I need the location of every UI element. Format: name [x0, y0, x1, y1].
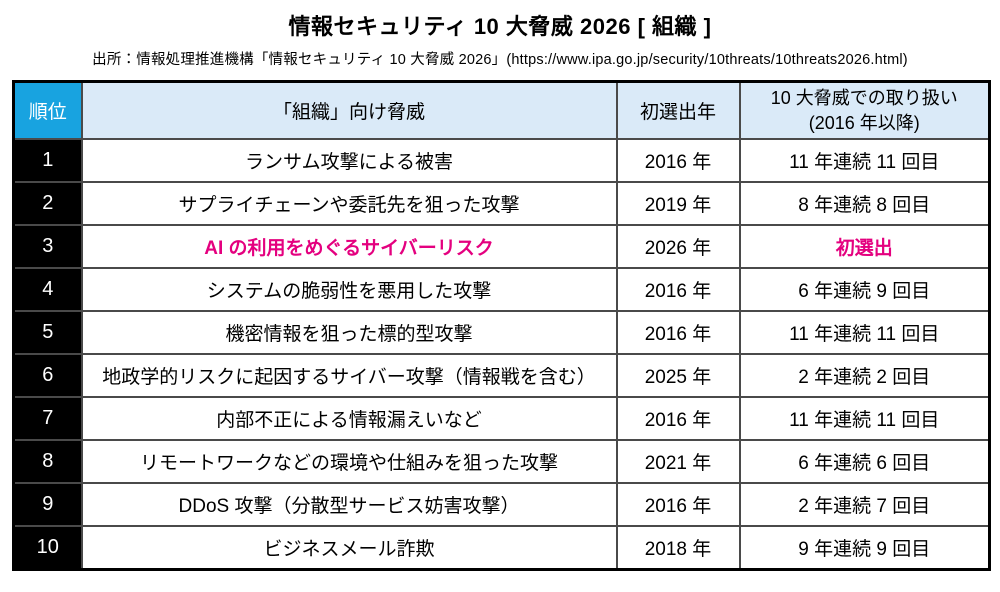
header-threat: 「組織」向け脅威 — [80, 80, 618, 140]
handling-cell: 2 年連続 7 回目 — [738, 482, 991, 527]
handling-cell: 11 年連続 11 回目 — [738, 138, 991, 183]
rank-cell: 7 — [12, 396, 83, 441]
handling-cell: 6 年連続 6 回目 — [738, 439, 991, 484]
threat-cell: システムの脆弱性を悪用した攻撃 — [80, 267, 618, 312]
first-year-cell: 2026 年 — [615, 224, 741, 269]
handling-cell: 2 年連続 2 回目 — [738, 353, 991, 398]
threat-cell: AI の利用をめぐるサイバーリスク — [80, 224, 618, 269]
rank-cell: 6 — [12, 353, 83, 398]
table-row: 2 サプライチェーンや委託先を狙った攻撃 2019 年 8 年連続 8 回目 — [12, 181, 991, 226]
rank-cell: 5 — [12, 310, 83, 355]
header-handling-line1: 10 大脅威での取り扱い — [770, 88, 958, 109]
first-year-cell: 2016 年 — [615, 396, 741, 441]
threat-cell: サプライチェーンや委託先を狙った攻撃 — [80, 181, 618, 226]
first-year-cell: 2016 年 — [615, 138, 741, 183]
first-year-cell: 2016 年 — [615, 267, 741, 312]
handling-cell: 6 年連続 9 回目 — [738, 267, 991, 312]
rank-cell: 3 — [12, 224, 83, 269]
table-row: 8 リモートワークなどの環境や仕組みを狙った攻撃 2021 年 6 年連続 6 … — [12, 439, 991, 484]
handling-cell: 11 年連続 11 回目 — [738, 396, 991, 441]
table-row: 7 内部不正による情報漏えいなど 2016 年 11 年連続 11 回目 — [12, 396, 991, 441]
handling-cell: 11 年連続 11 回目 — [738, 310, 991, 355]
threats-table: 順位 「組織」向け脅威 初選出年 10 大脅威での取り扱い (2016 年以降)… — [12, 80, 991, 571]
threat-cell: ビジネスメール詐欺 — [80, 525, 618, 571]
table-row: 10 ビジネスメール詐欺 2018 年 9 年連続 9 回目 — [12, 525, 991, 571]
threat-cell: 機密情報を狙った標的型攻撃 — [80, 310, 618, 355]
table-row: 1 ランサム攻撃による被害 2016 年 11 年連続 11 回目 — [12, 138, 991, 183]
header-rank: 順位 — [12, 80, 83, 140]
rank-cell: 9 — [12, 482, 83, 527]
rank-cell: 2 — [12, 181, 83, 226]
table-row: 9 DDoS 攻撃（分散型サービス妨害攻撃） 2016 年 2 年連続 7 回目 — [12, 482, 991, 527]
first-year-cell: 2018 年 — [615, 525, 741, 571]
header-first-year: 初選出年 — [615, 80, 741, 140]
threat-cell: 内部不正による情報漏えいなど — [80, 396, 618, 441]
first-year-cell: 2016 年 — [615, 482, 741, 527]
first-year-cell: 2021 年 — [615, 439, 741, 484]
first-year-cell: 2025 年 — [615, 353, 741, 398]
source-citation: 出所：情報処理推進機構「情報セキュリティ 10 大脅威 2026」(https:… — [92, 52, 908, 68]
page-title: 情報セキュリティ 10 大脅威 2026 [ 組織 ] — [288, 14, 712, 39]
handling-cell: 初選出 — [738, 224, 991, 269]
header-handling-line2: (2016 年以降) — [808, 112, 920, 133]
threat-cell: ランサム攻撃による被害 — [80, 138, 618, 183]
first-year-cell: 2016 年 — [615, 310, 741, 355]
threat-cell: 地政学的リスクに起因するサイバー攻撃（情報戦を含む） — [80, 353, 618, 398]
rank-cell: 4 — [12, 267, 83, 312]
table-row: 6 地政学的リスクに起因するサイバー攻撃（情報戦を含む） 2025 年 2 年連… — [12, 353, 991, 398]
first-year-cell: 2019 年 — [615, 181, 741, 226]
threat-cell: リモートワークなどの環境や仕組みを狙った攻撃 — [80, 439, 618, 484]
rank-cell: 1 — [12, 138, 83, 183]
threat-cell: DDoS 攻撃（分散型サービス妨害攻撃） — [80, 482, 618, 527]
table-row: 4 システムの脆弱性を悪用した攻撃 2016 年 6 年連続 9 回目 — [12, 267, 991, 312]
table-header-row: 順位 「組織」向け脅威 初選出年 10 大脅威での取り扱い (2016 年以降) — [12, 80, 991, 140]
header-handling: 10 大脅威での取り扱い (2016 年以降) — [738, 80, 991, 140]
table-row: 3 AI の利用をめぐるサイバーリスク 2026 年 初選出 — [12, 224, 991, 269]
handling-cell: 8 年連続 8 回目 — [738, 181, 991, 226]
rank-cell: 10 — [12, 525, 83, 571]
rank-cell: 8 — [12, 439, 83, 484]
table-row: 5 機密情報を狙った標的型攻撃 2016 年 11 年連続 11 回目 — [12, 310, 991, 355]
handling-cell: 9 年連続 9 回目 — [738, 525, 991, 571]
